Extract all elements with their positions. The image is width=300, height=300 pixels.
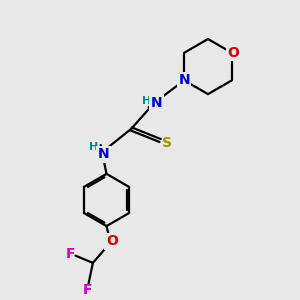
Text: S: S bbox=[161, 136, 172, 150]
Text: H: H bbox=[142, 95, 151, 106]
Text: H: H bbox=[89, 142, 99, 152]
Text: N: N bbox=[178, 73, 190, 87]
Text: N: N bbox=[151, 96, 163, 110]
Text: F: F bbox=[65, 247, 75, 261]
Text: F: F bbox=[83, 283, 93, 297]
Text: N: N bbox=[98, 147, 109, 161]
Text: O: O bbox=[227, 46, 239, 60]
Text: O: O bbox=[106, 234, 118, 248]
